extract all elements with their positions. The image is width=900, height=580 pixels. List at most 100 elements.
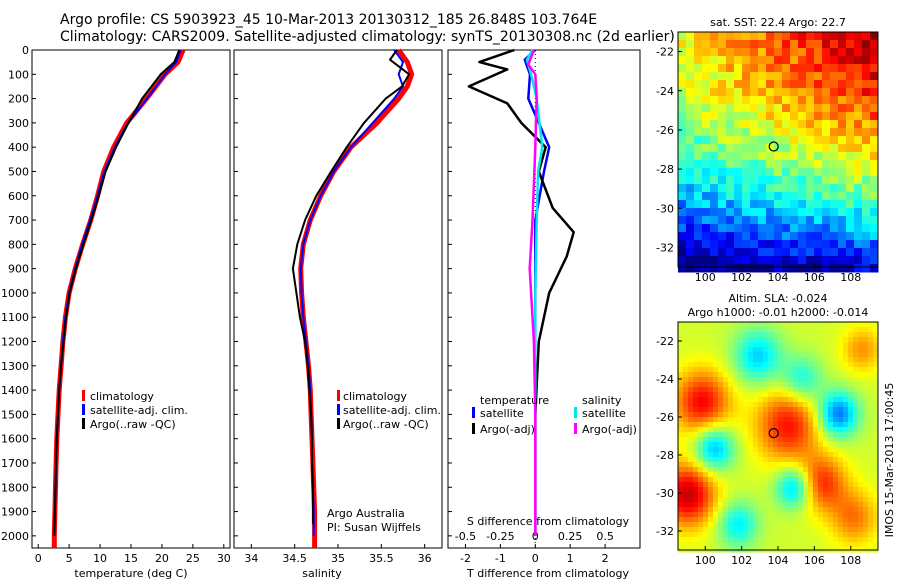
map-cell — [838, 332, 844, 338]
map-cell — [870, 160, 879, 169]
map-cell — [728, 482, 734, 488]
map-cell — [683, 497, 689, 503]
map-cell — [686, 104, 695, 113]
map-cell — [743, 537, 749, 543]
map-cell — [788, 537, 794, 543]
map-cell — [763, 392, 769, 398]
map-cell — [774, 208, 783, 217]
map-cell — [738, 512, 744, 518]
map-cell — [723, 537, 729, 543]
map-cell — [683, 357, 689, 363]
map-cell — [862, 200, 871, 209]
map-cell — [798, 542, 804, 548]
map-cell — [818, 532, 824, 538]
map-cell — [806, 208, 815, 217]
map-cell — [683, 427, 689, 433]
map-cell — [823, 407, 829, 413]
map-cell — [868, 527, 874, 533]
map-cell — [723, 417, 729, 423]
map-cell — [773, 377, 779, 383]
map-cell — [774, 264, 783, 273]
map-cell — [782, 152, 791, 161]
map-cell — [703, 527, 709, 533]
map-cell — [683, 327, 689, 333]
map-cell — [718, 88, 727, 97]
map-cell — [793, 487, 799, 493]
map-cell — [813, 472, 819, 478]
map-cell — [693, 437, 699, 443]
map-cell — [723, 482, 729, 488]
map-cell — [813, 467, 819, 473]
map-cell — [846, 192, 855, 201]
map-cell — [678, 432, 684, 438]
map-cell — [828, 357, 834, 363]
map-cell — [713, 417, 719, 423]
map-cell — [703, 377, 709, 383]
map-cell — [773, 457, 779, 463]
map-cell — [858, 327, 864, 333]
map-cell — [708, 332, 714, 338]
legend-label: satellite-adj. clim. — [90, 404, 188, 417]
map-cell — [808, 357, 814, 363]
map-cell — [818, 542, 824, 548]
map-cell — [758, 377, 764, 383]
map-cell — [858, 427, 864, 433]
map-cell — [873, 352, 879, 358]
salinity-tick-label: 35 — [331, 552, 345, 565]
map-cell — [693, 492, 699, 498]
map-cell — [763, 417, 769, 423]
map-cell — [688, 492, 694, 498]
map-cell — [726, 176, 735, 185]
map-cell — [702, 96, 711, 105]
map-cell — [693, 507, 699, 513]
map-cell — [726, 48, 735, 57]
map-cell — [803, 407, 809, 413]
map-cell — [738, 412, 744, 418]
map-cell — [758, 184, 767, 193]
map-cell — [758, 492, 764, 498]
map-cell — [838, 452, 844, 458]
map-cell — [833, 457, 839, 463]
map-cell — [830, 152, 839, 161]
map-cell — [858, 412, 864, 418]
map-cell — [748, 382, 754, 388]
map-cell — [688, 387, 694, 393]
map-cell — [728, 457, 734, 463]
map-cell — [694, 128, 703, 137]
map-cell — [838, 264, 847, 273]
map-cell — [813, 417, 819, 423]
map-cell — [870, 200, 879, 209]
map-cell — [778, 492, 784, 498]
map-cell — [830, 232, 839, 241]
map-cell — [853, 497, 859, 503]
map-cell — [733, 422, 739, 428]
map-cell — [774, 160, 783, 169]
map-cell — [768, 532, 774, 538]
map-cell — [693, 392, 699, 398]
map-cell — [763, 492, 769, 498]
map-cell — [703, 337, 709, 343]
map-cell — [873, 347, 879, 353]
map-cell — [748, 412, 754, 418]
map-cell — [843, 397, 849, 403]
map-cell — [734, 72, 743, 81]
map-cell — [750, 264, 759, 273]
map-cell — [806, 104, 815, 113]
map-cell — [843, 542, 849, 548]
profile-title: Argo profile: CS 5903923_45 10-Mar-2013 … — [60, 12, 598, 28]
map-cell — [702, 256, 711, 265]
map-cell — [768, 472, 774, 478]
map-cell — [726, 128, 735, 137]
map-cell — [694, 176, 703, 185]
map-cell — [742, 136, 751, 145]
s-difference-tick-label: -0.5 — [455, 530, 476, 543]
map-cell — [748, 322, 754, 328]
map-cell — [853, 412, 859, 418]
map-cell — [783, 332, 789, 338]
map-cell — [848, 487, 854, 493]
map-cell — [763, 337, 769, 343]
map-cell — [828, 452, 834, 458]
map-cell — [743, 477, 749, 483]
map-cell — [694, 120, 703, 129]
map-cell — [828, 537, 834, 543]
